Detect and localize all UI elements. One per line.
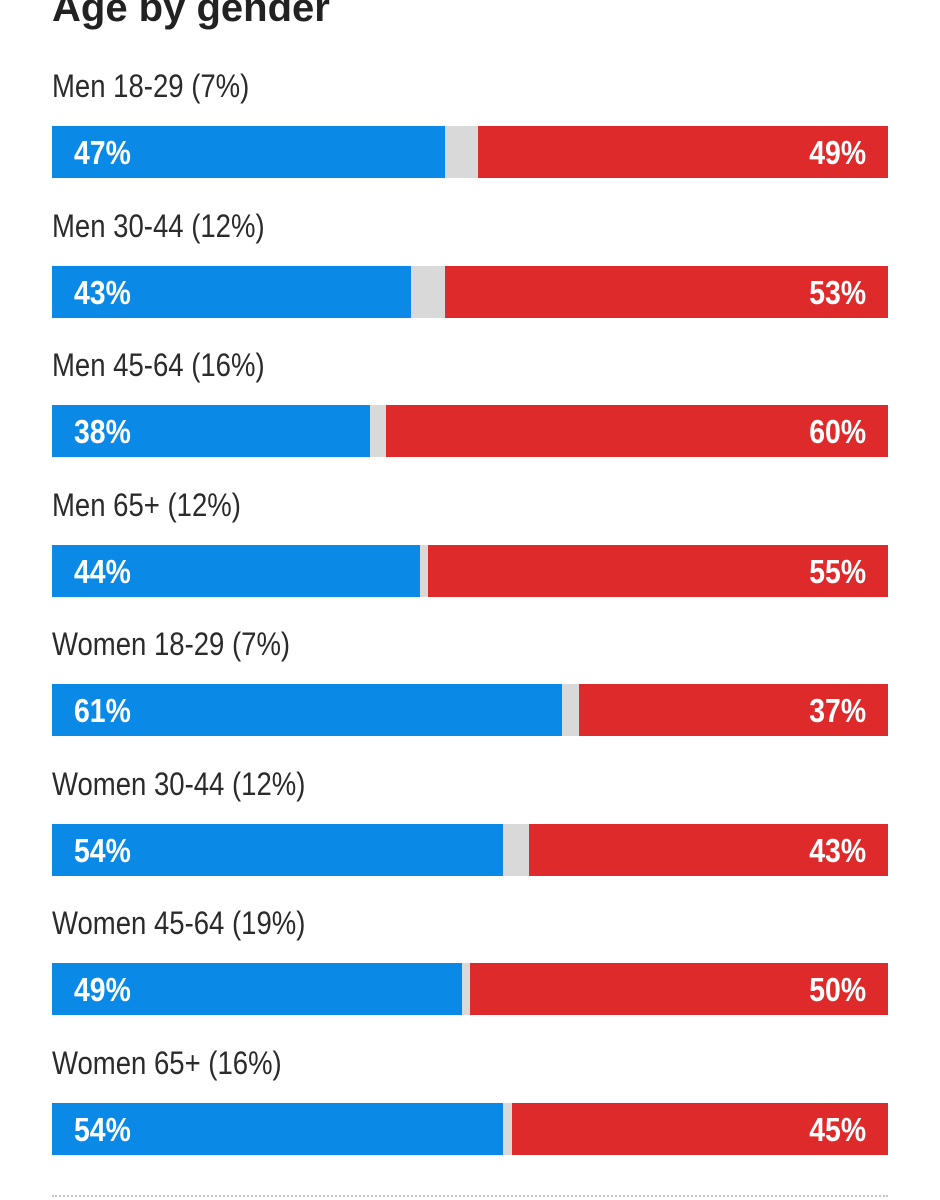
row-label: Men 65+ (12%) (52, 486, 241, 523)
bar-track: 47% 49% (52, 126, 888, 178)
data-label-red: 43% (809, 831, 866, 869)
data-label-blue: 47% (74, 134, 131, 171)
page-title: Age by gender (52, 0, 330, 30)
data-label-red: 53% (809, 273, 866, 311)
section-divider (52, 1195, 888, 1197)
bar-segment-red (428, 544, 888, 597)
bar-track: 54% 45% (52, 1102, 888, 1155)
bar-segment-red (478, 126, 888, 178)
data-label-red: 50% (809, 971, 866, 1008)
data-label-blue: 38% (74, 413, 131, 450)
data-label-red: 49% (809, 134, 866, 171)
bar-segment-red (386, 405, 888, 457)
bar-segment-red (578, 684, 888, 736)
bar-segment-blue (52, 265, 412, 318)
bar-segment-blue (52, 684, 562, 736)
row-label: Women 18-29 (7%) (52, 626, 291, 662)
bar-track: 43% 53% (52, 265, 888, 318)
bar-segment-red (528, 823, 888, 876)
bar-segment-blue (52, 405, 370, 457)
row-label: Men 45-64 (16%) (52, 347, 265, 383)
row-label: Men 18-29 (7%) (52, 68, 250, 104)
row-label: Women 65+ (16%) (52, 1044, 282, 1081)
bar-segment-blue (52, 823, 504, 876)
bar-segment-red (470, 963, 888, 1015)
bar-track: 38% 60% (52, 405, 888, 457)
bar-track: 54% 43% (52, 823, 888, 876)
data-label-blue: 54% (74, 831, 131, 869)
data-label-blue: 61% (74, 692, 131, 729)
bar-track: 61% 37% (52, 684, 888, 736)
bar-segment-red (511, 1102, 888, 1155)
data-label-red: 45% (809, 1110, 866, 1148)
data-label-red: 55% (809, 552, 866, 590)
bar-segment-red (444, 265, 888, 318)
bar-track: 49% 50% (52, 963, 888, 1015)
bar-segment-blue (52, 544, 420, 597)
bar-segment-blue (52, 1102, 504, 1155)
row-label: Men 30-44 (12%) (52, 207, 265, 244)
data-label-red: 60% (809, 413, 866, 450)
data-label-blue: 43% (74, 273, 131, 311)
bar-track: 44% 55% (52, 544, 888, 597)
data-label-red: 37% (809, 692, 866, 729)
row-label: Women 45-64 (19%) (52, 905, 306, 941)
data-label-blue: 44% (74, 552, 131, 590)
bar-segment-blue (52, 126, 445, 178)
data-label-blue: 54% (74, 1110, 131, 1148)
row-label: Women 30-44 (12%) (52, 765, 306, 802)
data-label-blue: 49% (74, 971, 131, 1008)
bar-segment-blue (52, 963, 462, 1015)
